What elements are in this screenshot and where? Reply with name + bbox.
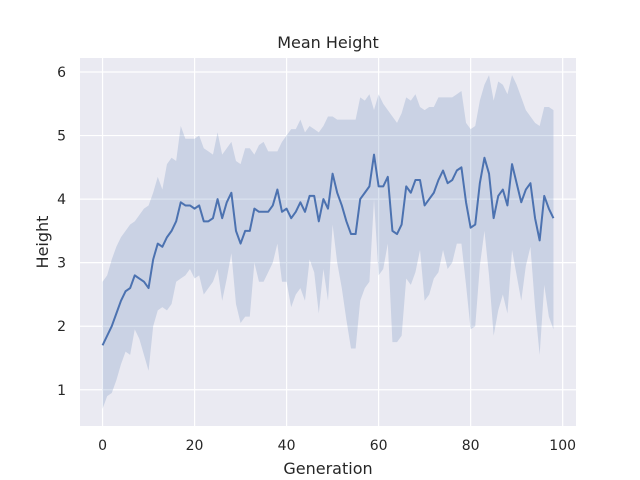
x-tick-label: 0	[98, 438, 107, 454]
x-tick-label: 60	[370, 438, 388, 454]
plot-background	[80, 58, 576, 426]
x-tick-label: 20	[186, 438, 204, 454]
y-axis: 1 2 3 4 5 6	[57, 65, 66, 399]
x-tick-label: 80	[462, 438, 480, 454]
grid	[80, 58, 576, 426]
confidence-band	[102, 75, 554, 409]
x-axis: 0 20 40 60 80 100	[98, 438, 576, 454]
y-tick-label: 3	[57, 256, 66, 272]
y-tick-label: 5	[57, 129, 66, 145]
y-tick-label: 2	[57, 319, 66, 335]
y-tick-label: 1	[57, 383, 66, 399]
x-tick-label: 40	[278, 438, 296, 454]
chart-title: Mean Height	[277, 33, 379, 52]
x-tick-label: 100	[549, 438, 576, 454]
x-axis-label: Generation	[283, 459, 372, 478]
y-tick-label: 4	[57, 192, 66, 208]
mean-height-line	[101, 153, 555, 346]
y-axis-label: Height	[33, 216, 52, 269]
y-tick-label: 6	[57, 65, 66, 81]
